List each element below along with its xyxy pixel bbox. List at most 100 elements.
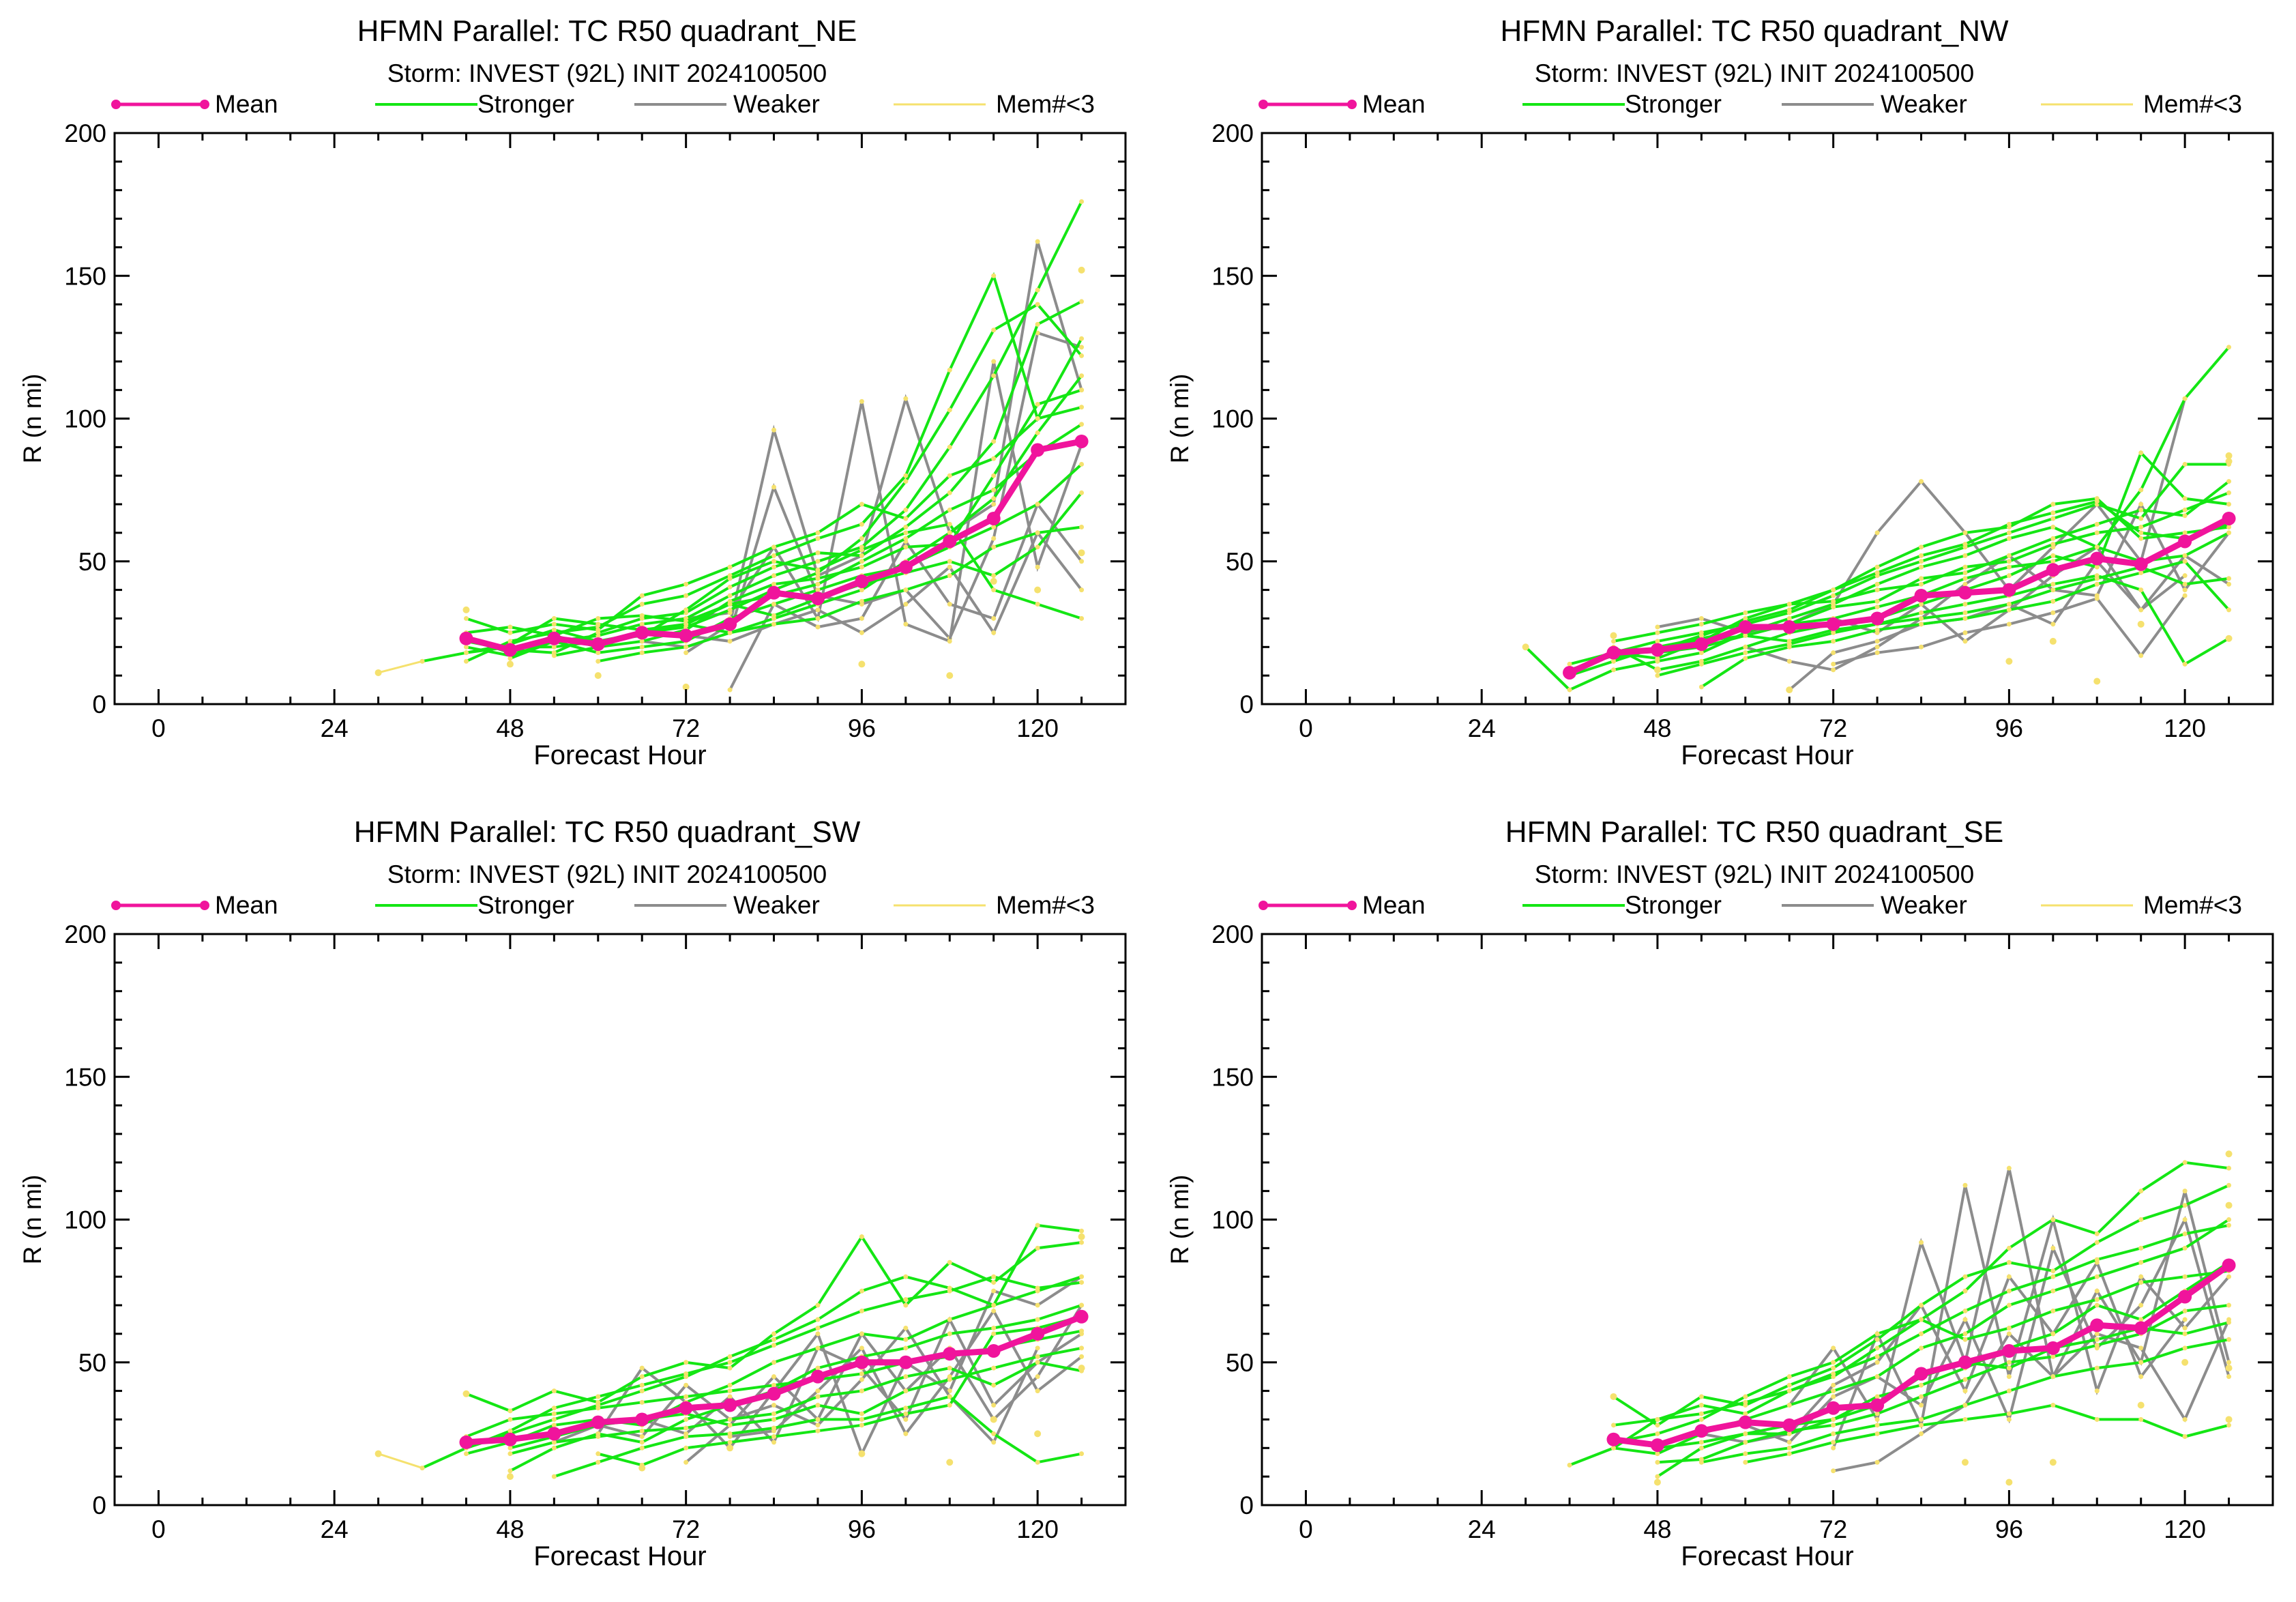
- member-point: [595, 622, 601, 627]
- member-point: [727, 576, 733, 581]
- member-point: [2006, 1374, 2012, 1380]
- member-point: [1786, 1388, 1792, 1394]
- mean-point: [1958, 585, 1972, 600]
- x-tick-label: 96: [1995, 714, 2023, 742]
- member-point: [683, 622, 689, 627]
- mean-point: [503, 1432, 517, 1446]
- member-point: [903, 1345, 909, 1351]
- member-point: [2138, 1360, 2144, 1365]
- member-point: [1919, 1416, 1924, 1422]
- legend: Mean Stronger Weaker Mem#<3: [111, 891, 1095, 919]
- member-point: [2006, 1165, 2012, 1171]
- member-point: [1786, 615, 1792, 621]
- member-point: [1698, 661, 1704, 667]
- member-point: [991, 439, 997, 444]
- x-tick-label: 72: [672, 714, 700, 742]
- member-point: [903, 587, 909, 593]
- mean-point: [1914, 1367, 1928, 1381]
- member-point: [1962, 1416, 1968, 1422]
- member-point: [859, 630, 864, 635]
- member-point: [2226, 1274, 2232, 1279]
- legend-label-stronger: Stronger: [1625, 891, 1722, 919]
- legend-item-few-members: Mem#<3: [2041, 891, 2242, 919]
- member-point: [2182, 661, 2188, 667]
- member-point: [771, 564, 777, 570]
- member-point: [1831, 1345, 1836, 1351]
- chart-title: HFMN Parallel: TC R50 quadrant_NW: [1501, 14, 2009, 48]
- member-point: [2138, 1280, 2144, 1285]
- few-member-point: [858, 660, 866, 668]
- member-point: [2006, 607, 2012, 613]
- member-point: [1655, 624, 1660, 630]
- member-point: [2050, 581, 2056, 587]
- mean-point: [1650, 643, 1664, 657]
- member-point: [815, 1302, 821, 1308]
- member-point: [1962, 542, 1968, 547]
- few-member-point: [2181, 1358, 2189, 1366]
- member-point: [463, 650, 469, 656]
- member-point: [683, 1425, 689, 1431]
- mean-point: [1738, 620, 1752, 635]
- member-point: [991, 1365, 997, 1371]
- member-point: [2006, 602, 2012, 607]
- mean-point: [723, 617, 737, 631]
- y-tick-label: 50: [1226, 1349, 1254, 1377]
- member-point: [1035, 287, 1040, 293]
- legend-item-stronger: Stronger: [1522, 90, 1722, 118]
- member-point: [815, 581, 821, 587]
- member-point: [903, 622, 909, 627]
- few-member-line: [378, 660, 423, 674]
- member-point: [1874, 570, 1880, 575]
- member-point: [1786, 602, 1792, 607]
- member-point: [2226, 1223, 2232, 1228]
- few-member-point: [2225, 1416, 2233, 1423]
- few-member-point: [462, 1390, 470, 1397]
- member-point: [2006, 1388, 2012, 1394]
- few-member-point: [2225, 1202, 2233, 1209]
- member-point: [1831, 661, 1836, 667]
- member-point: [2182, 530, 2188, 536]
- member-point: [1919, 1382, 1924, 1388]
- member-point: [1567, 687, 1572, 693]
- stronger-member-line: [510, 1360, 1082, 1455]
- member-point: [771, 1440, 777, 1445]
- member-point: [859, 1331, 864, 1337]
- mean-point: [591, 637, 605, 652]
- member-point: [991, 327, 997, 333]
- member-point: [1610, 667, 1616, 673]
- mean-point: [547, 1427, 561, 1441]
- member-point: [1743, 656, 1748, 661]
- mean-point: [1914, 588, 1928, 602]
- member-point: [991, 544, 997, 550]
- member-point: [727, 630, 733, 635]
- member-point: [1874, 598, 1880, 604]
- member-point: [1743, 1451, 1748, 1457]
- member-point: [1874, 1423, 1880, 1428]
- member-point: [2182, 1203, 2188, 1208]
- member-point: [1919, 1431, 1924, 1436]
- member-point: [771, 1425, 777, 1431]
- member-point: [1962, 1274, 1968, 1279]
- member-point: [771, 553, 777, 558]
- member-point: [1079, 1274, 1085, 1279]
- member-point: [2138, 507, 2144, 512]
- y-tick-label: 50: [1226, 548, 1254, 576]
- member-point: [1962, 630, 1968, 635]
- member-point: [1919, 1423, 1924, 1428]
- member-point: [1962, 1331, 1968, 1337]
- mean-point: [679, 1401, 693, 1415]
- member-point: [683, 593, 689, 598]
- member-point: [1698, 1394, 1704, 1399]
- member-point: [1079, 336, 1085, 341]
- member-point: [2050, 1274, 2056, 1279]
- member-point: [991, 501, 997, 507]
- member-point: [683, 1416, 689, 1422]
- member-point: [815, 1388, 821, 1394]
- member-point: [639, 1445, 645, 1451]
- mean-point: [1031, 443, 1045, 457]
- legend-label-mean: Mean: [1362, 90, 1426, 118]
- member-point: [2006, 1274, 2012, 1279]
- few-member-point: [594, 672, 602, 680]
- member-point: [991, 473, 997, 478]
- member-point: [2050, 598, 2056, 604]
